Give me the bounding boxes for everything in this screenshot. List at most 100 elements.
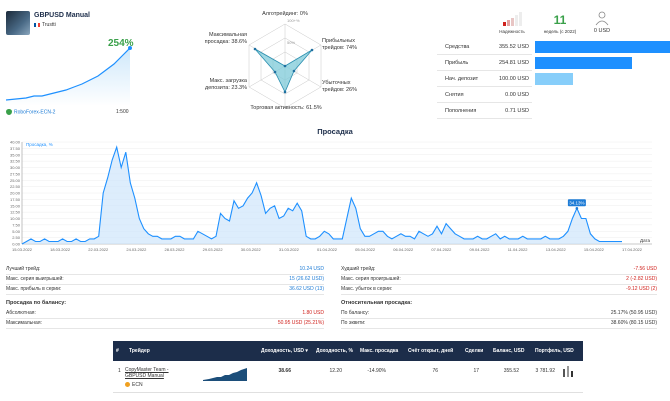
stat-label: Макс. убыток в серии: [341,286,393,292]
stat-divider [341,284,657,285]
y-tick-label: 17.50 [10,197,21,202]
shield-icon [6,109,12,115]
y-tick-label: 12.50 [10,210,21,215]
row-trader-link[interactable]: CopyMaster Team - GBPUSD Manual [125,367,169,379]
x-tick-label: 07.04.2022 [431,247,452,252]
row-profit-usd: 38.66 [278,368,291,374]
x-tick-label: 06.04.2022 [393,247,414,252]
stat-value: 15 (26.62 USD) [289,276,324,282]
callout-dot [575,207,579,210]
account-name[interactable]: GBPUSD Manual [34,12,91,19]
subscribers-icon [595,11,609,26]
balance-row: Пополнения 0.71 USD [437,104,670,119]
stat-label: Макс. серия выигрышей: [6,276,64,282]
y-tick-label: 25.00 [10,178,21,183]
callout-box [567,199,586,207]
stat-label: По эквити: [341,320,366,326]
x-axis-title: Дата [640,238,650,243]
balance-row: Нач. депозит 100.00 USD [437,72,670,87]
col-balance[interactable]: Баланс, USD [493,348,525,354]
y-tick-label: 30.00 [10,165,21,170]
ecn-icon [125,382,130,388]
y-tick-label: 35.00 [10,152,21,157]
balance-label: Пополнения [445,108,477,114]
col-profit-usd[interactable]: Доходность, USD ▾ [261,348,308,354]
stat-row: Максимальная: 50.95 USD (25.21%) [6,319,324,329]
weeks-value: 11 [553,13,567,27]
row-type-label: ECN [132,382,143,388]
balance-value: 355.52 USD [499,44,529,50]
balance-divider [437,86,532,87]
drawdown-title: Просадка [317,127,353,136]
row-num: 1 [118,368,121,374]
stat-row: Макс. убыток в серии: -9.12 USD (2) [341,285,657,295]
col-portfolio[interactable]: Портфель, USD [535,348,574,354]
balance-value: 100.00 USD [499,76,529,82]
balance-divider [437,54,532,55]
subscribers-value: 0 USD [593,28,611,34]
stat-divider [341,274,657,275]
balance-row: Снятия 0.00 USD [437,88,670,103]
reliability-bars [503,12,522,26]
stat-value: 38.60% (80.15 USD) [610,320,657,326]
gain-value: 254% [108,38,134,49]
stat-label: По балансу: [341,310,370,316]
trader-avatar[interactable] [6,11,30,35]
table-row[interactable]: 1 CopyMaster Team - GBPUSD Manual ECN 38… [113,361,583,393]
stat-divider [6,328,324,329]
stat-divider [341,328,657,329]
x-tick-label: 18.03.2022 [50,247,71,252]
chart-legend: Просадка, % [26,142,53,147]
stat-divider [6,284,324,285]
row-balance: 355.52 [503,368,519,374]
stat-divider [6,274,324,275]
x-tick-label: 09.04.2022 [469,247,490,252]
callout-label: 34.13% [569,200,584,205]
stat-value: -9.12 USD (2) [626,286,657,292]
leverage-label: 1:500 [116,109,129,115]
x-tick-label: 24.03.2022 [126,247,147,252]
y-tick-label: 40.00 [10,140,21,145]
y-tick-label: 32.50 [10,159,21,164]
server-label[interactable]: RoboForex-ECN-2 [6,109,55,115]
col-profit-pct[interactable]: Доходность, % [316,348,353,354]
col-days[interactable]: Счёт открыт, дней [408,348,454,354]
stat-row: Абсолютная: 1.80 USD [6,309,324,319]
x-tick-label: 30.03.2022 [241,247,262,252]
col-trader[interactable]: Трейдер [129,348,150,354]
col-max-dd[interactable]: Макс. просадка [360,348,399,354]
x-tick-label: 28.03.2022 [164,247,185,252]
y-tick-label: 0.00 [12,242,21,247]
stat-row: Макс. серия проигрышей: 2 (-2.82 USD) [341,275,657,285]
radar-polygon [254,48,313,93]
radar-ring-50: 50% [287,40,295,45]
balance-divider [437,102,532,103]
stat-label: Макс. прибыль в серии: [6,286,62,292]
stat-value: 10.24 USD [299,266,324,272]
row-action-icon[interactable] [562,365,574,379]
radar-loss-trades: Убыточных трейдов: 26% [322,80,357,93]
dd-relative-title: Относительная просадка: [341,300,413,306]
y-tick-label: 10.00 [10,216,21,221]
stat-label: Максимальная: [6,320,42,326]
row-deals: 17 [473,368,479,374]
radar-activity: Торговая активность: 61.5% [250,105,322,111]
row-portfolio: 3 781.92 [535,368,555,374]
stat-row: По эквити: 38.60% (80.15 USD) [341,319,657,329]
y-tick-label: 27.50 [10,171,21,176]
y-tick-label: 20.00 [10,191,21,196]
x-tick-label: 01.04.2022 [317,247,338,252]
y-tick-label: 2.50 [12,235,21,240]
stat-divider [6,294,324,295]
x-tick-label: 11.04.2022 [508,247,528,252]
stat-label: Абсолютная: [6,310,36,316]
weeks-label: недель (с 2022) [543,29,577,34]
col-deals[interactable]: Сделки [465,348,484,354]
balance-divider [437,70,532,71]
x-tick-label: 31.03.2022 [279,247,300,252]
reliability-bar [503,22,506,26]
y-tick-label: 37.50 [10,146,21,151]
balance-row: Средства 355.52 USD [437,40,670,55]
x-tick-label: 05.04.2022 [355,247,376,252]
row-type: ECN [125,382,143,388]
